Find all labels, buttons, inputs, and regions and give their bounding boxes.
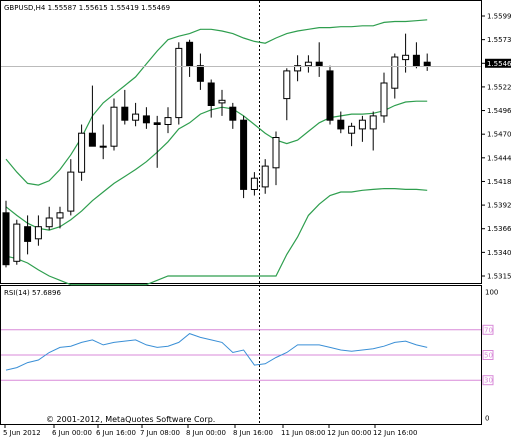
band-upper [5,19,428,186]
band-lower [5,188,428,286]
rsi-tick-label: 100 [485,289,498,297]
time-tick-label: 12 Jun 00:00 [327,429,371,437]
candle-bull [67,171,75,212]
candle-bear [207,82,215,106]
rsi-pane-frame [0,285,482,425]
current-price-marker [485,58,511,68]
candle-bull [283,70,291,100]
price-tick-label: 1.55220 [487,83,511,91]
candle-bear [196,65,204,82]
time-axis: 5 Jun 2012 6 Jun 00:00 6 Jun 16:00 7 Jun 08… [3,424,417,437]
candle-bear [229,106,237,121]
candle-bull [218,99,226,104]
candle-bull [402,54,410,61]
candle-bull [13,223,21,262]
price-tick-label: 1.53665 [487,225,511,233]
price-tick-label: 1.54700 [487,131,511,139]
candle-bear [423,61,431,68]
time-tick-label: 8 Jun 16:00 [233,429,273,437]
candle-bull [164,117,172,125]
price-tick-label: 1.53925 [487,202,511,210]
candle-bull [304,61,312,67]
candle-bull [348,125,356,134]
time-tick-label: 6 Jun 16:00 [96,429,136,437]
candle-bull [358,119,366,130]
candle-bear [412,54,420,67]
candle-bear [24,226,32,242]
symbol-header: GBPUSD,H4 1.55587 1.55615 1.55419 1.5546… [4,4,171,12]
indicator-header: RSI(14) 57.6896 [4,289,61,297]
candle-bull [99,145,107,148]
rsi-levels [1,329,481,381]
candle-bear [337,119,345,130]
time-tick-label: 12 Jun 16:00 [373,429,417,437]
candle-bear [88,132,96,147]
price-pane-frame [0,0,482,284]
price-tick-label: 1.55995 [487,13,511,21]
candle-bull [294,65,302,72]
price-tick-label: 1.54440 [487,154,511,162]
time-tick-label: 7 Jun 08:00 [140,429,180,437]
candle-bull [56,212,64,219]
price-tick-label: 1.54960 [487,107,511,115]
candle-bear [2,212,10,266]
price-tick-label: 1.54185 [487,178,511,186]
candle-bear [142,115,150,124]
candle-bull [369,115,377,130]
candle-bull [272,137,280,169]
price-tick-label: 1.53150 [487,273,511,281]
candle-bull [391,56,399,89]
rsi-tick-label: 30 [484,377,493,385]
bollinger-bands [5,19,428,286]
price-tick-label: 1.55469 [487,60,511,68]
price-axis: 1.55995 1.55735 1.55469 1.55220 1.54960 1.547… [481,13,511,281]
candle-bull [110,106,118,147]
candle-bull [45,217,53,228]
candle-bull [380,82,388,117]
candle-bear [315,61,323,67]
candle-bull [250,177,258,190]
time-tick-label: 11 Jun 08:00 [281,429,325,437]
candle-bear [153,122,161,126]
price-tick-label: 1.55735 [487,36,511,44]
time-tick-label: 5 Jun 2012 [3,429,41,437]
rsi-tick-label: 0 [485,415,489,423]
candle-bear [326,70,334,121]
candles [2,33,431,268]
rsi-line [5,333,428,371]
price-tick-label: 1.53405 [487,249,511,257]
candle-bull [34,226,42,240]
rsi-level-marker [482,324,494,335]
band-middle [5,100,428,231]
rsi-level-marker [482,375,494,386]
candle-bear [121,106,129,121]
copyright-text: © 2001-2012, MetaQuotes Software Corp. [46,415,216,424]
rsi-axis: 100 70 50 30 0 [482,289,498,423]
candle-bear [186,41,194,67]
candle-bull [175,47,183,119]
rsi-tick-label: 70 [484,326,493,334]
candle-bull [132,113,140,121]
rsi-level-marker [482,350,494,360]
time-tick-label: 8 Jun 00:00 [186,429,226,437]
rsi-tick-label: 50 [484,352,493,360]
candle-bear [240,119,248,190]
candle-bull [78,132,86,173]
time-tick-label: 6 Jun 00:00 [52,429,92,437]
candle-bull [261,165,269,188]
